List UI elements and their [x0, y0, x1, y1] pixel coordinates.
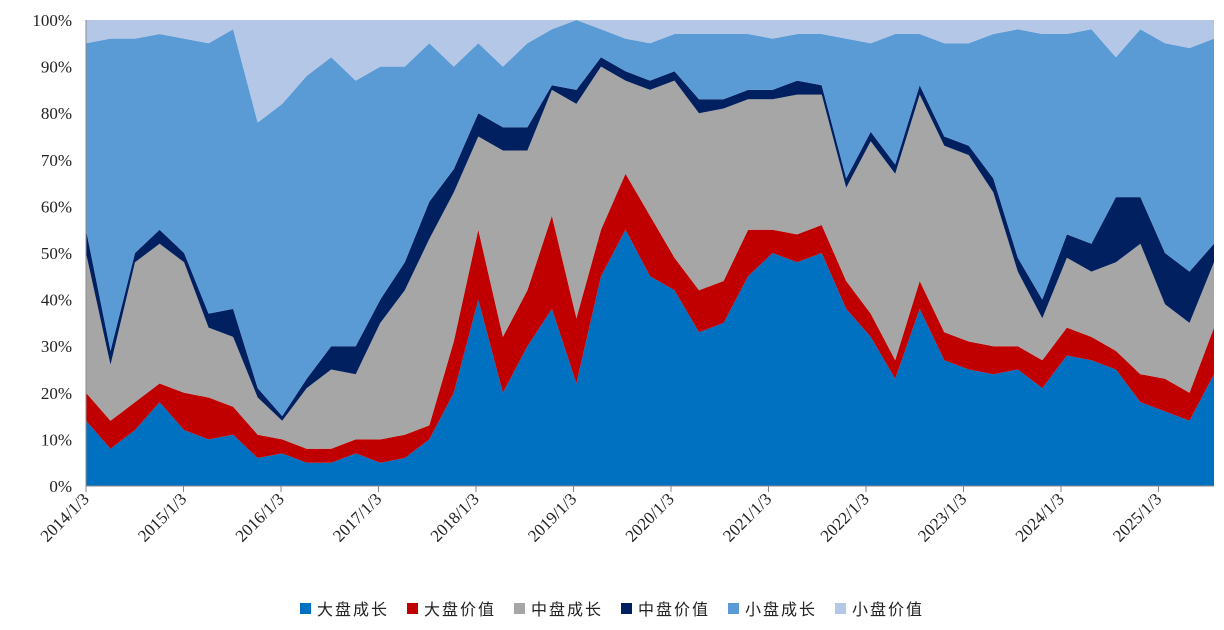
x-tick-label: 2019/1/3 — [524, 489, 580, 545]
legend-item-4: 中盘价值 — [621, 596, 710, 620]
legend-label: 大盘成长 — [316, 600, 389, 619]
y-tick-label: 60% — [41, 197, 72, 216]
area-series-6 — [86, 20, 1214, 123]
area-series-3 — [86, 66, 1214, 449]
area-series-1 — [86, 229, 1214, 486]
legend-swatch — [299, 602, 311, 614]
area-layers — [86, 20, 1214, 486]
x-tick-label: 2018/1/3 — [427, 489, 483, 545]
y-tick-label: 40% — [41, 291, 72, 310]
y-tick-label: 0% — [49, 477, 72, 496]
x-axis: 2014/1/3 2015/1/3 2016/1/3 2017/1/3 2018/1/3… — [37, 485, 1214, 546]
legend-item-6: 小盘价值 — [835, 596, 924, 620]
legend-swatch — [513, 602, 525, 614]
legend: 大盘成长 大盘价值 中盘成长 中盘价值 小盘成长 小盘价值 — [0, 596, 1224, 620]
x-tick-label: 2020/1/3 — [622, 489, 678, 545]
legend-swatch — [835, 602, 847, 614]
legend-label: 大盘价值 — [423, 600, 496, 619]
y-tick-label: 50% — [41, 244, 72, 263]
legend-item-2: 大盘价值 — [406, 596, 496, 620]
legend-swatch — [728, 602, 740, 614]
x-tick-label: 2023/1/3 — [914, 489, 970, 545]
legend-label: 小盘价值 — [852, 600, 925, 619]
y-tick-label: 20% — [41, 384, 72, 403]
legend-label: 小盘成长 — [745, 600, 818, 619]
x-tick-label: 2016/1/3 — [232, 489, 288, 545]
x-tick-label: 2015/1/3 — [134, 489, 190, 545]
legend-item-1: 大盘成长 — [299, 596, 389, 620]
area-series-5 — [86, 20, 1214, 417]
x-tick-label: 2025/1/3 — [1109, 489, 1165, 545]
legend-item-5: 小盘成长 — [728, 596, 817, 620]
area-series-4 — [86, 57, 1214, 421]
x-tick-label: 2014/1/3 — [37, 489, 93, 545]
legend-swatch — [406, 602, 418, 614]
legend-swatch — [621, 602, 632, 614]
y-tick-label: 100% — [32, 11, 72, 30]
legend-label: 中盘价值 — [638, 600, 711, 619]
stacked-area-chart: 0% 10% 20% 30% 40% 50% 60% 70% 80% 90% 100% 2014/1… — [32, 11, 1214, 546]
y-axis: 0% 10% 20% 30% 40% 50% 60% 70% 80% 90% 100% — [32, 11, 87, 496]
x-tick-label: 2021/1/3 — [719, 489, 775, 545]
x-tick-label: 2022/1/3 — [817, 489, 873, 545]
legend-item-3: 中盘成长 — [513, 596, 603, 620]
y-tick-label: 90% — [41, 58, 72, 77]
y-tick-label: 10% — [41, 430, 72, 449]
area-series-2 — [86, 173, 1214, 463]
y-tick-label: 80% — [41, 104, 72, 123]
y-tick-label: 70% — [41, 151, 72, 170]
x-tick-label: 2024/1/3 — [1012, 489, 1068, 545]
legend-label: 中盘成长 — [530, 600, 603, 619]
x-tick-label: 2017/1/3 — [329, 489, 385, 545]
y-tick-label: 30% — [41, 337, 72, 356]
